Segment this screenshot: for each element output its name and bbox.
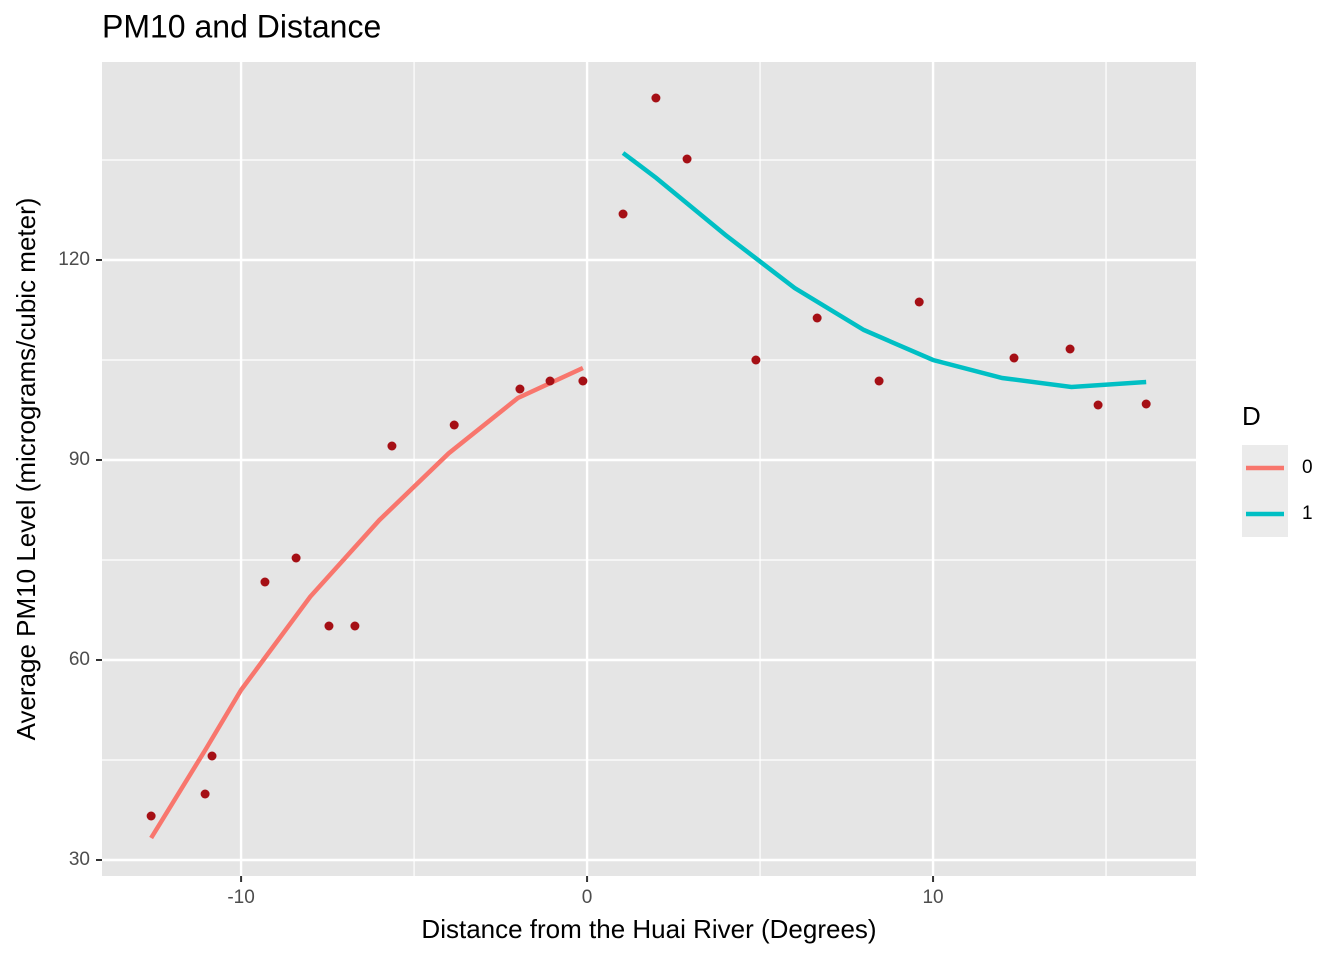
data-point [350,621,360,631]
fit-line [149,365,584,840]
x-axis-title: Distance from the Huai River (Degrees) [421,914,876,944]
legend-label: 0 [1302,457,1313,478]
legend-label: 1 [1302,503,1313,524]
fit-line [621,151,1147,390]
data-point [618,209,628,219]
data-point [545,376,555,386]
x-tick-label: 0 [582,887,593,908]
data-point [1093,400,1103,410]
x-tick-label: 10 [922,887,943,908]
data-point [1141,399,1151,409]
y-tick-label: 30 [69,849,90,870]
data-point [449,420,459,430]
data-point [515,384,525,394]
data-point [207,751,217,761]
data-point [324,621,334,631]
plot-panel [102,62,1196,876]
data-point [874,376,884,386]
data-point [651,93,661,103]
data-point [200,789,210,799]
data-point [387,441,397,451]
data-point [1009,353,1019,363]
data-point [751,355,761,365]
data-point [1065,344,1075,354]
data-point [578,376,588,386]
data-point [260,577,270,587]
y-tick-label: 90 [69,449,90,470]
legend-title: D [1242,401,1261,431]
data-point [291,553,301,563]
data-point [682,154,692,164]
y-tick-label: 120 [58,249,90,270]
x-tick-label: -10 [227,887,254,908]
data-point [812,313,822,323]
data-point [146,811,156,821]
data-point [914,297,924,307]
y-tick-label: 60 [69,649,90,670]
y-axis-title: Average PM10 Level (micrograms/cubic met… [11,198,41,741]
chart-title: PM10 and Distance [102,8,381,44]
